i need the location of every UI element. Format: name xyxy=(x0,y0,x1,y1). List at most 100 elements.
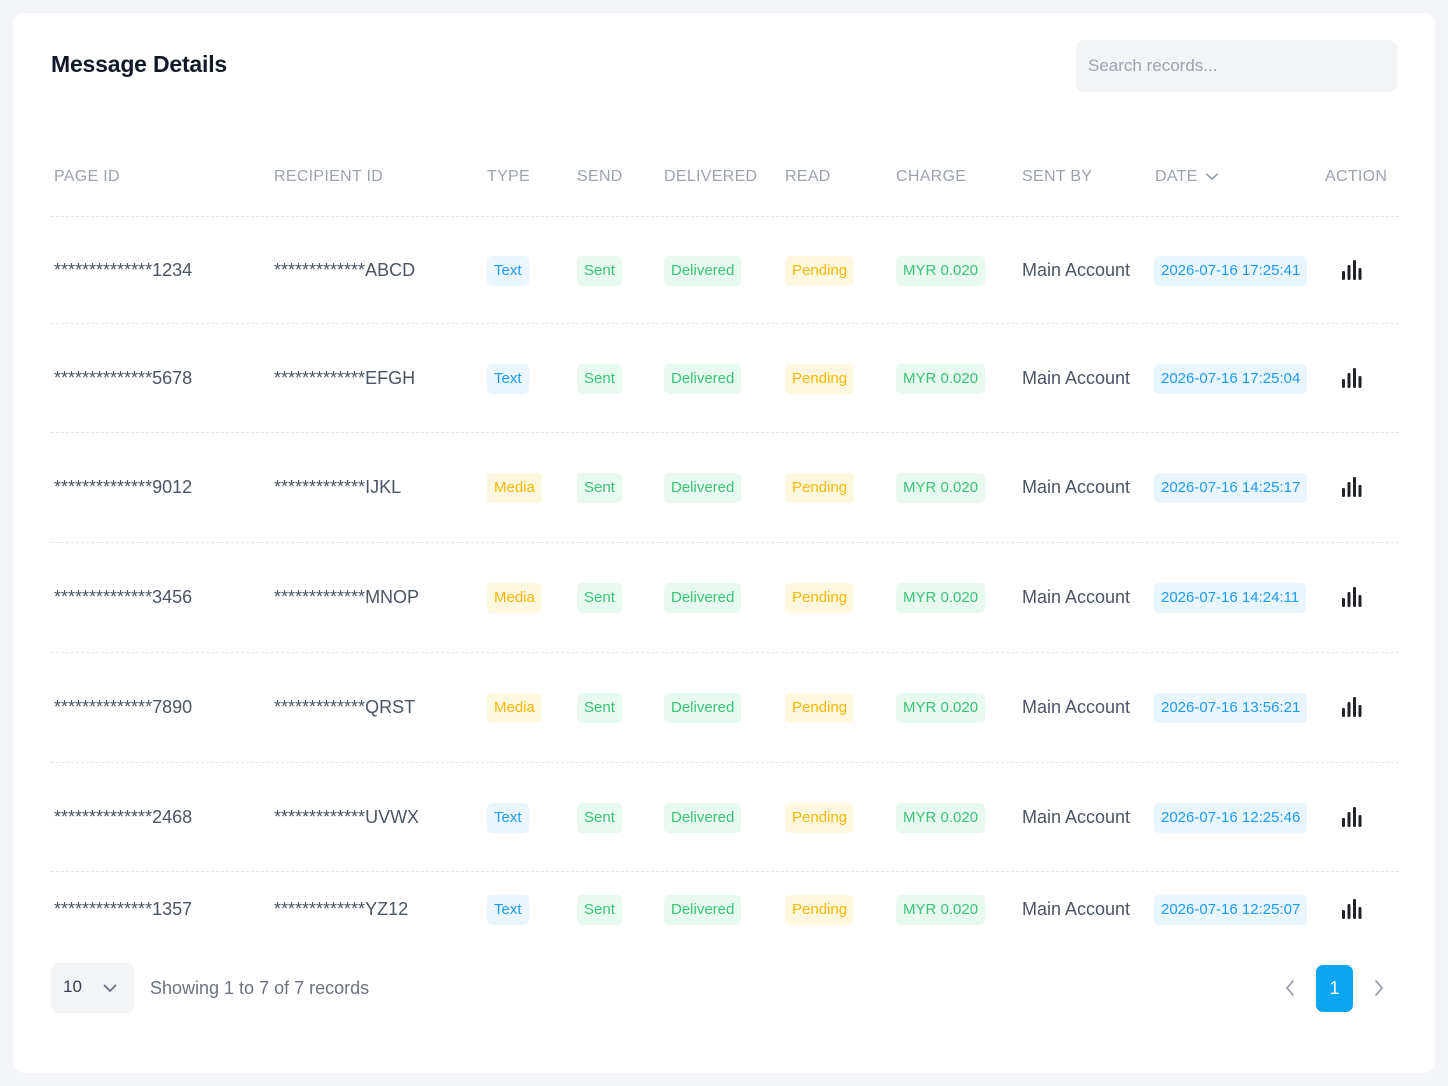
date-badge: 2026-07-16 14:25:17 xyxy=(1154,473,1308,503)
column-header-date-sort[interactable]: DATE xyxy=(1155,168,1218,186)
column-header-delivered: DELIVERED xyxy=(664,168,758,185)
column-header-type: TYPE xyxy=(487,168,530,185)
bar-chart-icon[interactable] xyxy=(1340,367,1364,394)
page-id-cell: **************5678 xyxy=(54,368,193,388)
recipient-id-cell: *************MNOP xyxy=(274,587,420,607)
bar-chart-icon[interactable] xyxy=(1340,476,1364,503)
send-status-badge: Sent xyxy=(577,803,622,833)
charge-badge: MYR 0.020 xyxy=(896,473,986,503)
search-input[interactable] xyxy=(1076,40,1397,92)
bar-chart-icon[interactable] xyxy=(1340,898,1364,925)
type-badge: Text xyxy=(487,364,529,394)
next-page-button[interactable] xyxy=(1367,973,1391,1003)
charge-badge: MYR 0.020 xyxy=(896,693,986,723)
date-badge: 2026-07-16 12:25:07 xyxy=(1154,895,1308,925)
type-badge: Text xyxy=(487,256,529,286)
read-status-badge: Pending xyxy=(785,364,855,394)
type-badge: Text xyxy=(487,895,529,925)
charge-badge: MYR 0.020 xyxy=(896,364,986,394)
column-header-read: READ xyxy=(785,168,831,185)
table-row: **************1357 *************YZ12 Text S… xyxy=(51,872,1399,942)
delivered-status-badge: Delivered xyxy=(664,473,742,503)
bar-chart-icon[interactable] xyxy=(1340,259,1364,286)
chevron-right-icon xyxy=(1367,980,1391,1007)
page-size-select[interactable]: 10 xyxy=(51,963,135,1013)
page-size-value: 10 xyxy=(63,977,82,996)
read-status-badge: Pending xyxy=(785,256,855,286)
sent-by-cell: Main Account xyxy=(1022,697,1131,717)
date-badge: 2026-07-16 14:24:11 xyxy=(1154,583,1307,613)
read-status-badge: Pending xyxy=(785,895,855,925)
message-details-card: Message Details PAGE ID RECIPIENT ID TYP… xyxy=(13,13,1435,1073)
records-summary: Showing 1 to 7 of 7 records xyxy=(150,978,370,998)
column-header-send: SEND xyxy=(577,168,623,185)
delivered-status-badge: Delivered xyxy=(664,364,742,394)
recipient-id-cell: *************ABCD xyxy=(274,260,416,280)
chevron-down-icon xyxy=(1205,168,1218,186)
sent-by-cell: Main Account xyxy=(1022,899,1131,919)
send-status-badge: Sent xyxy=(577,473,622,503)
page-1-button[interactable]: 1 xyxy=(1316,965,1353,1012)
page-id-cell: **************7890 xyxy=(54,697,193,717)
delivered-status-badge: Delivered xyxy=(664,693,742,723)
type-badge: Text xyxy=(487,803,529,833)
column-header-page-id: PAGE ID xyxy=(54,168,120,185)
column-header-date: DATE xyxy=(1155,168,1198,186)
charge-badge: MYR 0.020 xyxy=(896,256,986,286)
table-row: **************9012 *************IJKL Media… xyxy=(51,433,1399,543)
read-status-badge: Pending xyxy=(785,583,855,613)
charge-badge: MYR 0.020 xyxy=(896,583,986,613)
sent-by-cell: Main Account xyxy=(1022,807,1131,827)
recipient-id-cell: *************QRST xyxy=(274,697,416,717)
table-header: PAGE ID RECIPIENT ID TYPE SEND DELIVERED… xyxy=(51,163,1399,217)
table-row: **************2468 *************UVWX Text S… xyxy=(51,763,1399,872)
sent-by-cell: Main Account xyxy=(1022,477,1131,497)
delivered-status-badge: Delivered xyxy=(664,895,742,925)
column-header-charge: CHARGE xyxy=(896,168,967,185)
type-badge: Media xyxy=(487,583,542,613)
page-id-cell: **************1234 xyxy=(54,260,193,280)
recipient-id-cell: *************UVWX xyxy=(274,807,420,827)
type-badge: Media xyxy=(487,473,542,503)
sent-by-cell: Main Account xyxy=(1022,368,1131,388)
bar-chart-icon[interactable] xyxy=(1340,696,1364,723)
page-id-cell: **************3456 xyxy=(54,587,193,607)
delivered-status-badge: Delivered xyxy=(664,256,742,286)
table-row: **************5678 *************EFGH Text S… xyxy=(51,324,1399,433)
column-header-recipient-id: RECIPIENT ID xyxy=(274,168,384,185)
date-badge: 2026-07-16 12:25:46 xyxy=(1154,803,1308,833)
send-status-badge: Sent xyxy=(577,256,622,286)
type-badge: Media xyxy=(487,693,542,723)
column-header-action: ACTION xyxy=(1325,168,1388,185)
date-badge: 2026-07-16 17:25:41 xyxy=(1154,256,1308,286)
recipient-id-cell: *************YZ12 xyxy=(274,899,409,919)
delivered-status-badge: Delivered xyxy=(664,803,742,833)
page-id-cell: **************1357 xyxy=(54,899,193,919)
sent-by-cell: Main Account xyxy=(1022,587,1131,607)
charge-badge: MYR 0.020 xyxy=(896,803,986,833)
recipient-id-cell: *************EFGH xyxy=(274,368,416,388)
page-id-cell: **************9012 xyxy=(54,477,193,497)
previous-page-button[interactable] xyxy=(1278,973,1302,1003)
date-badge: 2026-07-16 13:56:21 xyxy=(1154,693,1308,723)
table-row: **************1234 *************ABCD Text S… xyxy=(51,217,1399,324)
send-status-badge: Sent xyxy=(577,693,622,723)
chevron-left-icon xyxy=(1278,980,1302,1007)
table-row: **************3456 *************MNOP Media… xyxy=(51,543,1399,653)
column-header-sent-by: SENT BY xyxy=(1022,168,1093,185)
table-row: **************7890 *************QRST Media… xyxy=(51,653,1399,763)
read-status-badge: Pending xyxy=(785,693,855,723)
bar-chart-icon[interactable] xyxy=(1340,586,1364,613)
send-status-badge: Sent xyxy=(577,895,622,925)
delivered-status-badge: Delivered xyxy=(664,583,742,613)
date-badge: 2026-07-16 17:25:04 xyxy=(1154,364,1308,394)
page-id-cell: **************2468 xyxy=(54,807,193,827)
page-title: Message Details xyxy=(51,51,227,77)
bar-chart-icon[interactable] xyxy=(1340,806,1364,833)
recipient-id-cell: *************IJKL xyxy=(274,477,402,497)
chevron-down-icon xyxy=(103,980,117,998)
sent-by-cell: Main Account xyxy=(1022,260,1131,280)
send-status-badge: Sent xyxy=(577,364,622,394)
send-status-badge: Sent xyxy=(577,583,622,613)
charge-badge: MYR 0.020 xyxy=(896,895,986,925)
